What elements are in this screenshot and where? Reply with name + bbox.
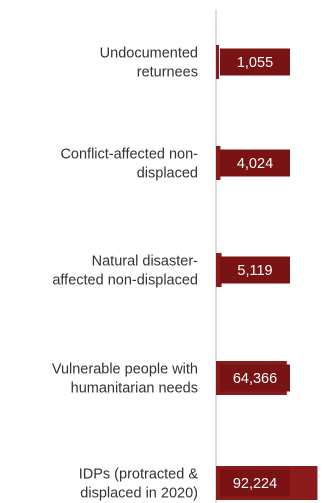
data-label-box [220, 149, 290, 177]
category-label-line: IDPs (protracted & [79, 467, 199, 483]
category-label-line: Conflict-affected non- [60, 147, 198, 163]
category-label-line: returnees [137, 65, 198, 81]
category-label: Undocumented returnees [100, 46, 198, 81]
data-label-box [220, 48, 290, 76]
data-label: 5,119 [237, 263, 272, 279]
category-label-line: displaced in 2020) [80, 486, 198, 502]
category-label: Vulnerable people with humanitarian needs [52, 362, 198, 397]
category-label-line: displaced [137, 166, 198, 182]
category-label-line: Vulnerable people with [52, 362, 198, 378]
bar [216, 45, 219, 79]
category-label: Natural disaster-affected non-displaced [52, 254, 198, 289]
data-label-box [220, 469, 290, 497]
category-label-line: Natural disaster- [92, 254, 199, 270]
data-label: 92,224 [233, 476, 277, 492]
category-label: Conflict-affected non-displaced [60, 147, 198, 182]
data-label: 4,024 [237, 156, 273, 172]
data-label-box [220, 256, 290, 284]
data-label: 1,055 [237, 55, 273, 71]
category-label-line: affected non-displaced [52, 273, 198, 289]
bars-group: 1,055 Undocumented returnees 4,024 Conflict-… [52, 45, 318, 502]
bar [216, 146, 221, 180]
category-label: IDPs (protracted & displaced in 2020) [79, 467, 199, 502]
category-label-line: humanitarian needs [71, 381, 198, 397]
bar [216, 253, 222, 287]
data-label: 64,366 [233, 371, 277, 387]
category-label-line: Undocumented [100, 46, 198, 62]
data-label-box [220, 364, 290, 392]
